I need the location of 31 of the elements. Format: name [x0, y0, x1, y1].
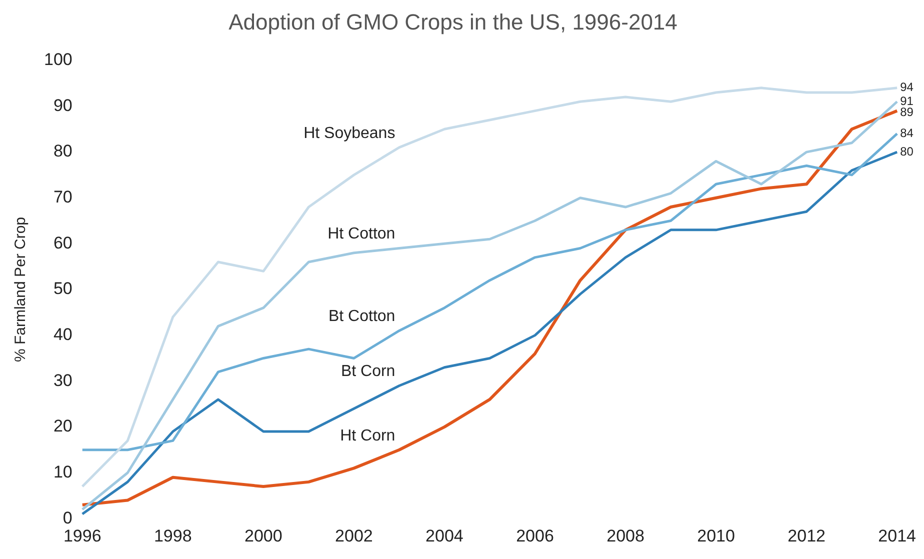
series-label: Bt Cotton [328, 308, 396, 326]
y-tick-label: 0 [62, 508, 72, 528]
x-tick-label: 1998 [154, 526, 192, 546]
x-tick-label: 2008 [606, 526, 644, 546]
x-tick-label: 2000 [244, 526, 282, 546]
series-label: Ht Cotton [328, 226, 396, 243]
series-label: Bt Corn [340, 363, 396, 380]
y-tick-label: 90 [53, 96, 72, 115]
x-tick-label: 2010 [697, 526, 735, 546]
data-label: 80 [900, 144, 914, 158]
y-tick-label: 70 [53, 188, 72, 207]
y-tick-label: 60 [53, 233, 72, 252]
series-label: Ht Soybeans [304, 124, 396, 142]
x-tick-label: 2002 [335, 526, 373, 546]
y-axis-title: % Farmland Per Crop [12, 216, 30, 362]
x-tick-label: 2014 [878, 526, 916, 546]
y-tick-label: 30 [53, 370, 72, 390]
x-tick-label: 2012 [788, 526, 826, 546]
y-tick-label: 50 [53, 279, 72, 298]
y-tick-label: 10 [53, 462, 72, 482]
x-tick-label: 2006 [516, 526, 554, 546]
data-label: 84 [900, 126, 914, 140]
x-tick-label: 2004 [426, 526, 464, 546]
y-tick-label: 100 [44, 50, 72, 70]
y-tick-label: 40 [53, 325, 72, 344]
series-label: Ht Corn [340, 427, 396, 444]
data-label: 94 [900, 80, 914, 94]
x-tick-label: 1996 [63, 526, 102, 546]
chart-title: Adoption of GMO Crops in the US, 1996-2014 [228, 9, 678, 34]
y-tick-label: 80 [53, 142, 72, 161]
y-tick-label: 20 [53, 416, 72, 436]
